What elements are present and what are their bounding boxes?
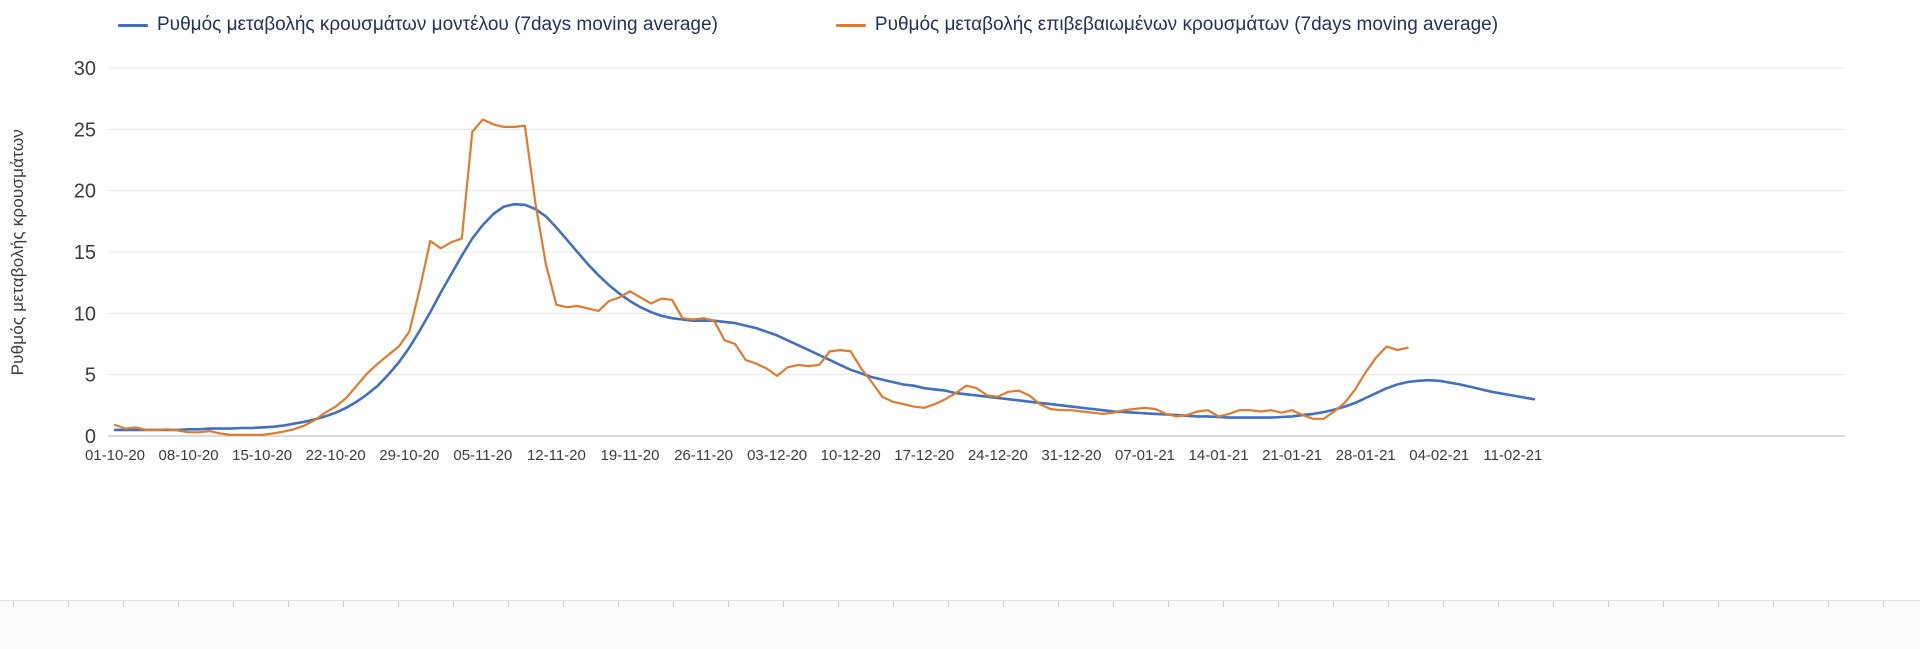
legend-label-confirmed: Ρυθμός μεταβολής επιβεβαιωμένων κρουσμάτ… bbox=[874, 14, 1499, 35]
x-tick-label: 07-01-21 bbox=[1115, 447, 1175, 464]
x-tick-label: 08-10-20 bbox=[159, 447, 219, 464]
y-tick-label: 30 bbox=[74, 58, 96, 80]
legend-item-confirmed[interactable]: Ρυθμός μεταβολής επιβεβαιωμένων κρουσμάτ… bbox=[835, 14, 1499, 36]
x-tick-label: 19-11-20 bbox=[601, 447, 660, 464]
x-tick-label: 21-01-21 bbox=[1262, 447, 1322, 464]
x-tick-label: 22-10-20 bbox=[306, 447, 366, 464]
x-tick-label: 24-12-20 bbox=[968, 447, 1028, 464]
line-chart: 0 5 10 15 20 25 30 01-10-20 08-10-20 15-10-20 22-1… bbox=[74, 58, 1845, 464]
y-tick-label: 5 bbox=[85, 365, 96, 387]
timeline-scrollbar[interactable] bbox=[0, 600, 1920, 649]
x-tick-label: 15-10-20 bbox=[232, 447, 292, 464]
legend-label-model: Ρυθμός μεταβολής κρουσμάτων μοντέλου (7d… bbox=[157, 14, 718, 35]
model-series-line bbox=[113, 202, 1536, 432]
y-tick-label: 10 bbox=[74, 303, 96, 325]
confirmed-series-line bbox=[113, 118, 1409, 436]
y-tick-label: 20 bbox=[74, 181, 96, 203]
x-tick-label: 17-12-20 bbox=[894, 447, 954, 464]
confirmed-line-swatch bbox=[835, 23, 866, 27]
x-tick-label: 28-01-21 bbox=[1336, 447, 1396, 464]
x-tick-label: 11-02-21 bbox=[1483, 447, 1542, 464]
x-tick-label: 29-10-20 bbox=[379, 447, 439, 464]
y-tick-label: 0 bbox=[85, 426, 96, 448]
x-tick-label: 12-11-20 bbox=[527, 447, 586, 464]
y-tick-label: 15 bbox=[74, 242, 96, 264]
legend-item-model[interactable]: Ρυθμός μεταβολής κρουσμάτων μοντέλου (7d… bbox=[118, 14, 718, 36]
x-tick-label: 05-11-20 bbox=[453, 447, 512, 464]
model-line-swatch bbox=[118, 23, 148, 27]
x-tick-label: 26-11-20 bbox=[674, 447, 733, 464]
x-tick-label: 01-10-20 bbox=[85, 447, 145, 464]
legend: Ρυθμός μεταβολής κρουσμάτων μοντέλου (7d… bbox=[118, 14, 1498, 36]
y-axis-title: Ρυθμός μεταβολής κρουσμάτων bbox=[2, 68, 34, 436]
x-tick-label: 04-02-21 bbox=[1409, 447, 1469, 464]
x-tick-label: 10-12-20 bbox=[821, 447, 881, 464]
x-tick-label: 31-12-20 bbox=[1041, 447, 1101, 464]
x-tick-label: 14-01-21 bbox=[1189, 447, 1249, 464]
x-tick-label: 03-12-20 bbox=[747, 447, 807, 464]
y-tick-label: 25 bbox=[74, 119, 96, 141]
y-axis-title-text: Ρυθμός μεταβολής κρουσμάτων bbox=[8, 128, 27, 376]
